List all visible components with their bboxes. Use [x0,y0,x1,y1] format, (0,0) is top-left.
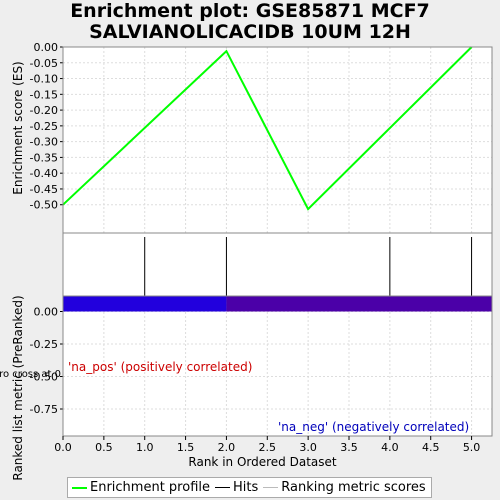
legend-label-enrichment: Enrichment profile [90,480,210,495]
legend-swatch-hits [215,487,230,488]
legend-label-ranking: Ranking metric scores [281,480,426,495]
es-y-tick-label: -0.50 [30,199,58,212]
es-y-tick-label: -0.30 [30,136,58,149]
es-y-tick-label: -0.35 [30,151,58,164]
es-y-axis-title: Enrichment score (ES) [11,61,25,194]
x-tick-label: 1.5 [177,441,195,454]
x-tick-label: 4.5 [422,441,440,454]
x-tick-label: 2.0 [218,441,236,454]
ranking-bar-negative [226,296,492,312]
legend: Enrichment profile Hits Ranking metric s… [67,477,432,498]
legend-swatch-enrichment [72,486,87,489]
x-tick-label: 3.5 [340,441,358,454]
es-y-tick-label: 0.00 [34,41,59,54]
x-tick-label: 5.0 [463,441,481,454]
es-y-tick-label: -0.40 [30,167,58,180]
x-axis-title: Rank in Ordered Dataset [188,455,336,469]
es-y-tick-label: -0.45 [30,183,58,196]
ranking-plot-border [62,295,493,437]
x-tick-label: 3.0 [299,441,317,454]
hits-plot-area [63,233,492,296]
es-y-tick-label: -0.25 [30,120,58,133]
ranking-y-tick-label: -0.25 [30,338,58,351]
es-y-tick-label: -0.05 [30,57,58,70]
es-plot-area [63,47,492,233]
chart-title-line-1: Enrichment plot: GSE85871 MCF7 [70,0,430,22]
chart-title: Enrichment plot: GSE85871 MCF7 SALVIANOL… [0,1,500,43]
legend-swatch-ranking [263,487,279,488]
legend-item-enrichment: Enrichment profile [72,480,210,495]
ranking-y-tick-label: -0.75 [30,403,58,416]
x-tick-label: 0.0 [54,441,72,454]
ranking-bar-positive [63,296,227,312]
legend-item-hits: Hits [215,480,258,495]
x-tick-label: 0.5 [95,441,113,454]
x-tick-label: 2.5 [259,441,277,454]
legend-label-hits: Hits [233,480,259,495]
es-y-tick-label: -0.20 [30,104,58,117]
ranking-y-tick-label: -0.50 [30,371,58,384]
positive-correlation-label: 'na_pos' (positively correlated) [68,360,252,374]
chart-title-line-2: SALVIANOLICACIDB 10UM 12H [89,21,411,43]
x-tick-label: 4.0 [381,441,399,454]
es-y-tick-label: -0.15 [30,88,58,101]
ranking-y-tick-label: 0.00 [34,306,59,319]
es-y-tick-label: -0.10 [30,73,58,86]
negative-correlation-label: 'na_neg' (negatively correlated) [278,420,469,434]
enrichment-profile-line [62,46,473,211]
x-tick-label: 1.0 [136,441,154,454]
zero-cross-label: Zero cross at 0 [0,369,61,380]
ranking-plot-area [63,296,492,436]
ranking-y-axis-title: Ranked list metric (PreRanked) [11,295,25,480]
legend-item-ranking: Ranking metric scores [263,480,426,495]
